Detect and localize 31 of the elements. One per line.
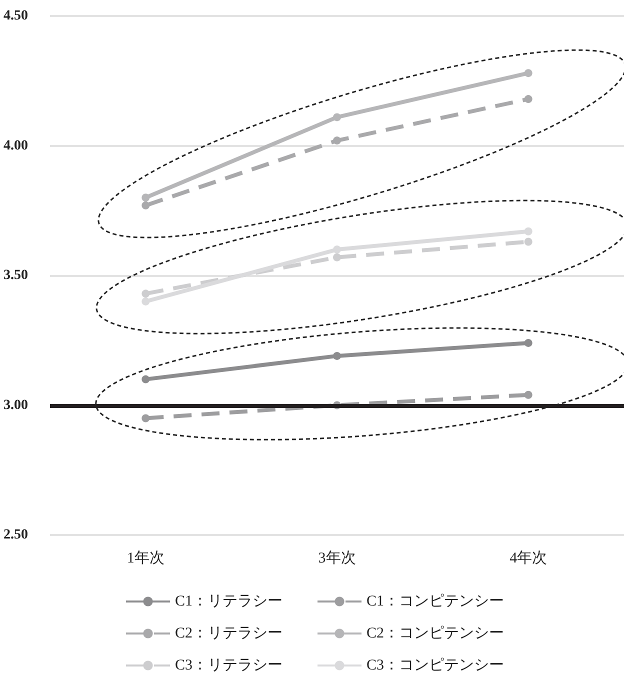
x-tick-label: 1年次: [126, 550, 164, 566]
point: [142, 194, 150, 202]
point: [524, 390, 532, 399]
point: [142, 290, 150, 298]
legend-label: C2：リテラシー: [175, 626, 283, 642]
y-tick-label: 3.50: [4, 268, 28, 283]
legend-label: C2：コンピテンシー: [366, 626, 504, 642]
legend-label: C1：リテラシー: [175, 594, 283, 610]
point: [524, 69, 532, 78]
point: [524, 338, 532, 347]
y-tick-label: 3.00: [4, 398, 28, 413]
point: [142, 375, 150, 384]
x-tick-label: 4年次: [510, 550, 548, 566]
point: [333, 246, 341, 254]
point: [524, 227, 532, 236]
legend-label: C3：リテラシー: [175, 658, 283, 674]
y-tick-label: 2.50: [4, 528, 28, 542]
y-tick-label: 4.00: [4, 138, 28, 154]
point: [142, 297, 150, 306]
point: [333, 136, 341, 145]
point: [333, 253, 341, 262]
point: [333, 352, 341, 360]
legend-label: C1：コンピテンシー: [366, 594, 504, 610]
x-tick-label: 3年次: [318, 550, 356, 566]
point: [333, 113, 341, 122]
point: [142, 201, 150, 210]
y-tick-label: 4.50: [4, 8, 28, 24]
point: [524, 238, 532, 246]
legend-label: C3：コンピテンシー: [366, 658, 504, 674]
point: [524, 95, 532, 104]
point: [142, 414, 150, 422]
